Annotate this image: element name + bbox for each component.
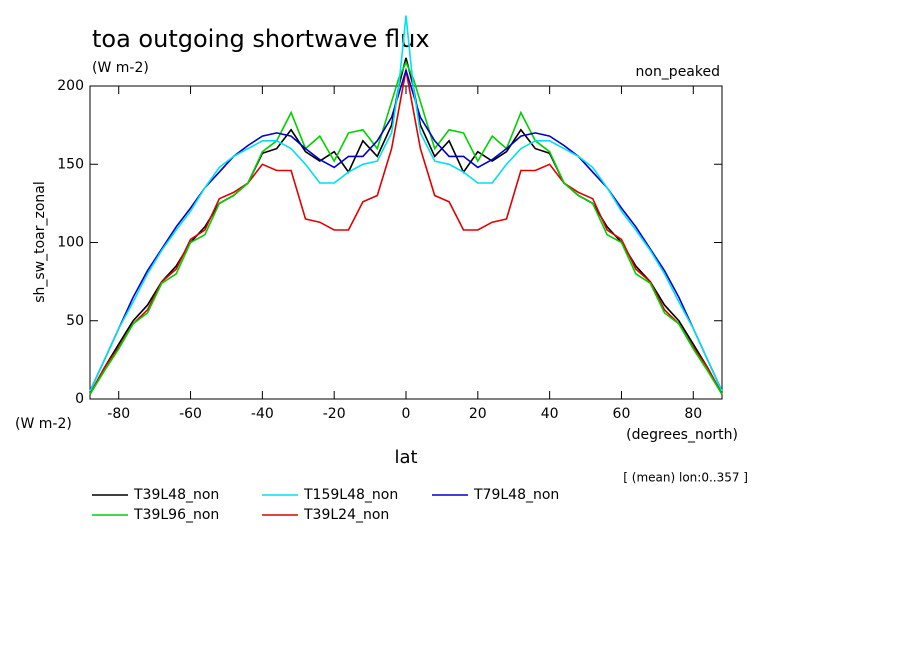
x-tick-label: 80 [684,406,702,422]
series-line [89,57,723,395]
subtitle: (W m-2) [92,60,149,76]
legend-label: T39L24_non [303,507,389,523]
y-units: (W m-2) [15,416,72,432]
series-line [89,70,723,395]
y-tick-label: 50 [66,313,84,329]
legend-label: T39L96_non [133,507,219,523]
x-tick-label: 60 [613,406,631,422]
x-axis-label: lat [394,447,417,468]
legend-label: T159L48_non [303,487,398,503]
x-tick-label: 0 [402,406,411,422]
annotation: non_peaked [636,64,721,80]
x-tick-label: -40 [251,406,274,422]
y-axis-label: sh_sw_toar_zonal [32,181,48,303]
chart-title: toa outgoing shortwave flux [92,25,430,53]
y-tick-label: 100 [57,235,84,251]
y-tick-label: 200 [57,78,84,94]
x-tick-label: -20 [323,406,346,422]
x-tick-label: 40 [541,406,559,422]
y-tick-label: 150 [57,156,84,172]
legend-label: T79L48_non [473,487,559,503]
series-line [89,60,723,395]
y-tick-label: 0 [75,391,84,407]
series-line [89,67,723,392]
x-tick-label: -80 [107,406,130,422]
plot-frame [89,85,723,400]
x-units: (degrees_north) [626,427,738,443]
x-tick-label: -60 [179,406,202,422]
legend-label: T39L48_non [133,487,219,503]
series-line [89,15,723,392]
x-tick-label: 20 [469,406,487,422]
footnote: [ (mean) lon:0..357 ] [623,471,748,485]
